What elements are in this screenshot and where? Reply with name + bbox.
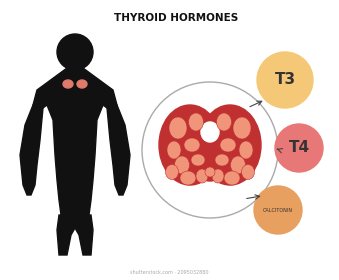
Ellipse shape bbox=[199, 163, 221, 181]
Ellipse shape bbox=[196, 169, 208, 183]
Ellipse shape bbox=[63, 80, 73, 88]
Circle shape bbox=[142, 82, 278, 218]
Ellipse shape bbox=[165, 165, 179, 179]
Ellipse shape bbox=[184, 138, 200, 152]
Ellipse shape bbox=[215, 154, 229, 166]
Ellipse shape bbox=[188, 113, 203, 131]
Circle shape bbox=[254, 186, 302, 234]
Ellipse shape bbox=[212, 169, 224, 183]
Ellipse shape bbox=[224, 171, 240, 185]
Text: T4: T4 bbox=[288, 141, 310, 155]
Ellipse shape bbox=[239, 141, 253, 159]
Ellipse shape bbox=[167, 141, 181, 159]
Ellipse shape bbox=[199, 105, 261, 185]
Text: shutterstock.com · 2095032880: shutterstock.com · 2095032880 bbox=[130, 269, 209, 274]
Text: THYROID HORMONES: THYROID HORMONES bbox=[114, 13, 238, 23]
Ellipse shape bbox=[241, 165, 255, 179]
Bar bbox=[68, 68, 82, 86]
Ellipse shape bbox=[233, 117, 251, 139]
Polygon shape bbox=[33, 68, 117, 215]
Ellipse shape bbox=[220, 138, 236, 152]
Ellipse shape bbox=[169, 117, 187, 139]
Ellipse shape bbox=[217, 113, 232, 131]
Polygon shape bbox=[57, 215, 93, 255]
Text: CALCITONIN: CALCITONIN bbox=[263, 207, 293, 213]
Ellipse shape bbox=[159, 105, 221, 185]
Ellipse shape bbox=[175, 156, 190, 174]
Ellipse shape bbox=[205, 167, 215, 177]
Circle shape bbox=[275, 124, 323, 172]
Polygon shape bbox=[107, 105, 130, 195]
Ellipse shape bbox=[201, 122, 219, 142]
Ellipse shape bbox=[77, 80, 87, 88]
Circle shape bbox=[257, 52, 313, 108]
Circle shape bbox=[57, 34, 93, 70]
Ellipse shape bbox=[231, 156, 245, 174]
Polygon shape bbox=[20, 105, 43, 195]
Ellipse shape bbox=[191, 154, 205, 166]
Text: T3: T3 bbox=[275, 73, 296, 87]
Ellipse shape bbox=[180, 171, 196, 185]
